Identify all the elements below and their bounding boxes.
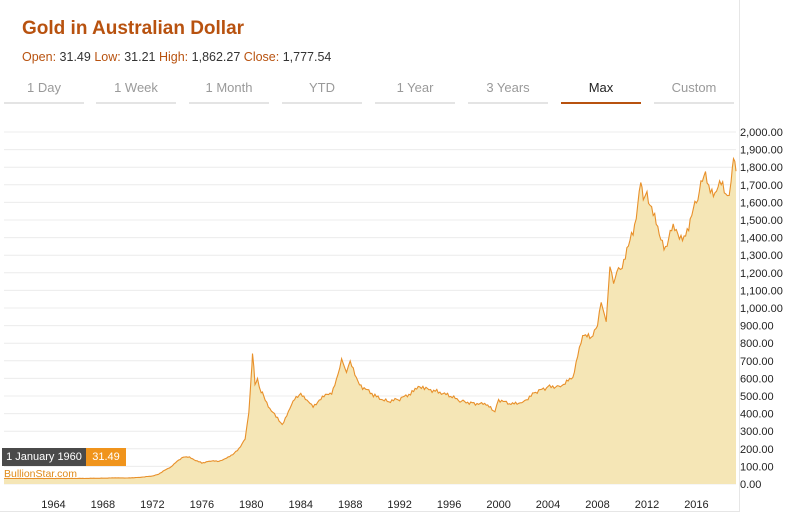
- x-tick-label: 1964: [41, 499, 65, 511]
- open-label: Open:: [22, 50, 57, 64]
- tab-1-year[interactable]: 1 Year: [375, 78, 455, 104]
- x-tick-label: 1968: [91, 499, 115, 511]
- price-chart[interactable]: 0.00 100.00 200.00 300.00 400.00 500.00 600.00…: [0, 104, 800, 516]
- tab-custom[interactable]: Custom: [654, 78, 734, 104]
- price-area: [4, 158, 736, 484]
- y-tick-label: 0.00: [740, 479, 761, 491]
- tab-1-month[interactable]: 1 Month: [189, 78, 269, 104]
- y-tick-label: 1,400.00: [740, 233, 783, 245]
- tab-1-week[interactable]: 1 Week: [96, 78, 176, 104]
- price-line: [3, 156, 737, 480]
- y-tick-label: 400.00: [740, 409, 774, 421]
- x-tick-label: 1992: [387, 499, 411, 511]
- tooltip-date: 1 January 1960: [2, 448, 86, 466]
- y-tick-label: 800.00: [740, 338, 774, 350]
- y-tick-label: 500.00: [740, 391, 774, 403]
- x-tick-label: 1980: [239, 499, 263, 511]
- chart-panel: [0, 0, 740, 512]
- y-tick-label: 1,000.00: [740, 303, 783, 315]
- y-tick-label: 700.00: [740, 356, 774, 368]
- tab-3-years[interactable]: 3 Years: [468, 78, 548, 104]
- x-tick-label: 2004: [536, 499, 560, 511]
- chart-title: Gold in Australian Dollar: [22, 18, 245, 39]
- y-tick-label: 300.00: [740, 426, 774, 438]
- x-tick-label: 2016: [684, 499, 708, 511]
- y-tick-label: 1,600.00: [740, 197, 783, 209]
- open-value: 31.49: [59, 50, 91, 64]
- high-value: 1,862.27: [191, 50, 241, 64]
- x-tick-label: 2008: [585, 499, 609, 511]
- low-value: 31.21: [124, 50, 156, 64]
- x-axis-ticks: 1964 1968 1972 1976 1980 1984 1988 1992 1996 2000…: [41, 499, 708, 511]
- tab-ytd[interactable]: YTD: [282, 78, 362, 104]
- y-tick-label: 1,800.00: [740, 162, 783, 174]
- y-tick-label: 200.00: [740, 444, 774, 456]
- x-tick-label: 2000: [486, 499, 510, 511]
- close-label: Close:: [243, 50, 280, 64]
- tab-max[interactable]: Max: [561, 78, 641, 104]
- y-tick-label: 1,700.00: [740, 180, 783, 192]
- range-tabs: 1 Day 1 Week 1 Month YTD 1 Year 3 Years …: [0, 78, 740, 104]
- tab-1-day[interactable]: 1 Day: [4, 78, 84, 104]
- brand-watermark: BullionStar.com: [4, 468, 77, 480]
- x-tick-label: 1984: [289, 499, 313, 511]
- y-tick-label: 100.00: [740, 461, 774, 473]
- y-tick-label: 600.00: [740, 373, 774, 385]
- x-tick-label: 1988: [338, 499, 362, 511]
- ohlc-summary: Open: 31.49 Low: 31.21 High: 1,862.27 Cl…: [22, 50, 331, 64]
- x-tick-label: 1976: [190, 499, 214, 511]
- y-tick-label: 1,100.00: [740, 285, 783, 297]
- y-tick-label: 900.00: [740, 321, 774, 333]
- y-tick-label: 1,200.00: [740, 268, 783, 280]
- high-label: High:: [158, 50, 189, 64]
- y-axis-ticks: 0.00 100.00 200.00 300.00 400.00 500.00 600.00…: [740, 127, 783, 491]
- close-value: 1,777.54: [282, 50, 332, 64]
- x-tick-label: 1996: [437, 499, 461, 511]
- x-tick-label: 2012: [635, 499, 659, 511]
- tooltip-value: 31.49: [86, 448, 126, 466]
- y-tick-label: 2,000.00: [740, 127, 783, 139]
- y-tick-label: 1,900.00: [740, 145, 783, 157]
- x-tick-label: 1972: [140, 499, 164, 511]
- y-tick-label: 1,300.00: [740, 250, 783, 262]
- low-label: Low:: [94, 50, 121, 64]
- y-tick-label: 1,500.00: [740, 215, 783, 227]
